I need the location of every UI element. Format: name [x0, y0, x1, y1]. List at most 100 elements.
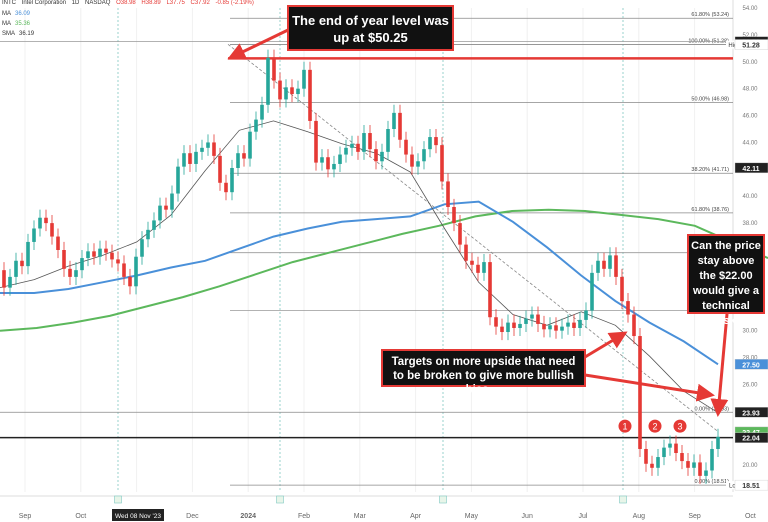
- candle-body: [440, 145, 444, 182]
- candle-body: [680, 453, 684, 462]
- candle-body: [170, 193, 174, 210]
- candle-body: [218, 155, 222, 183]
- candle-body: [26, 241, 30, 267]
- change-value: -0.85 (-2.19%): [215, 0, 254, 6]
- candle-body: [326, 157, 330, 170]
- candle-body: [500, 326, 504, 333]
- event-badge: [619, 495, 627, 504]
- y-tick-label: 44.00: [742, 140, 758, 146]
- trend-line: [227, 43, 719, 432]
- event-badge: [439, 495, 447, 504]
- candle-body: [644, 448, 648, 464]
- candle-body: [290, 87, 294, 95]
- candle-body: [128, 276, 132, 287]
- x-tick-label: May: [465, 513, 479, 520]
- candle-body: [458, 223, 462, 245]
- y-tick-label: 46.00: [742, 114, 758, 120]
- candle-body: [488, 262, 492, 318]
- annotation-arrow: [584, 331, 628, 359]
- annotation-arrow: [710, 313, 729, 417]
- candle-body: [134, 256, 138, 287]
- candle-body: [14, 260, 18, 277]
- y-tick-label: 30.00: [742, 329, 758, 335]
- symbol-label: INTC: [2, 0, 16, 6]
- candle-body: [164, 205, 168, 210]
- candle-body: [200, 147, 204, 152]
- candle-body: [380, 151, 384, 162]
- candle-body: [104, 248, 108, 253]
- y-tick-label: 54.00: [742, 6, 758, 12]
- x-tick-label: Sep: [688, 513, 701, 520]
- candle-body: [338, 154, 342, 164]
- company-name: Intel Corporation: [21, 0, 67, 6]
- candle-body: [512, 322, 516, 328]
- indicator-legend-1[interactable]: MA 36.09: [2, 11, 34, 17]
- candle-body: [260, 104, 264, 120]
- candle-body: [146, 229, 150, 240]
- annotation-targets: Targets on more upside that need to be b…: [381, 349, 586, 396]
- candle-body: [20, 260, 24, 267]
- candle-body: [8, 276, 12, 288]
- x-tick-label: Aug: [633, 513, 646, 520]
- price-tag-bg: [734, 432, 768, 443]
- candle-body: [566, 322, 570, 327]
- indicator-legend-2[interactable]: MA 35.36: [2, 21, 34, 27]
- numbered-marker-label: 2: [652, 422, 657, 432]
- candle-body: [584, 310, 588, 320]
- chart-header: INTC Intel Corporation 1D NASDAQ O38.98 …: [2, 0, 258, 6]
- candle-body: [284, 87, 288, 100]
- numbered-marker-label: 3: [677, 422, 682, 432]
- candle-body: [482, 262, 486, 273]
- indicator-value: 35.36: [15, 21, 31, 27]
- candle-body: [494, 317, 498, 327]
- fib-level-label: 50.00% (46.98): [691, 96, 729, 102]
- numbered-marker: [618, 419, 632, 433]
- candle-body: [278, 80, 282, 100]
- candle-body: [62, 250, 66, 269]
- y-tick-label: 38.00: [742, 221, 758, 227]
- candle-body: [344, 147, 348, 155]
- candle-body: [92, 251, 96, 257]
- candle-body: [632, 314, 636, 337]
- fib-level-label: 61.80% (38.76): [691, 207, 729, 213]
- numbered-marker-label: 1: [622, 422, 627, 432]
- candle-body: [320, 157, 324, 163]
- x-tick-label: Oct: [745, 513, 756, 520]
- candle-body: [188, 153, 192, 164]
- candle-body: [296, 88, 300, 95]
- candle-body: [560, 326, 564, 331]
- candle-body: [422, 149, 426, 162]
- y-tick-label: 50.00: [742, 60, 758, 66]
- open-value: O38.98: [116, 0, 136, 6]
- price-tag-label: 51.28: [742, 43, 760, 50]
- candle-body: [464, 244, 468, 261]
- x-tick-label: Feb: [298, 513, 310, 520]
- candle-body: [32, 228, 36, 242]
- candle-body: [434, 137, 438, 146]
- fib-level-label: 0.00% (18.51): [694, 479, 729, 485]
- candle-body: [374, 149, 378, 162]
- candle-body: [152, 220, 156, 230]
- candle-body: [194, 151, 198, 164]
- annotation-year-end: The end of year level was up at $50.25: [287, 5, 454, 51]
- price-tag-label: 22.04: [742, 436, 760, 443]
- candle-body: [668, 443, 672, 448]
- price-tag-label: 42.11: [742, 166, 759, 173]
- candle-body: [74, 270, 78, 277]
- candle-body: [242, 153, 246, 159]
- price-tag-bg: [726, 40, 743, 49]
- candle-body: [236, 153, 240, 168]
- indicator-label: MA: [2, 11, 11, 17]
- numbered-marker: [648, 419, 662, 433]
- event-badge: [114, 495, 122, 504]
- candle-body: [398, 112, 402, 140]
- low-value: L37.75: [166, 0, 185, 6]
- candle-body: [710, 448, 714, 471]
- indicator-legend-3[interactable]: SMA 36.19: [2, 31, 38, 37]
- candle-body: [608, 255, 612, 269]
- candle-body: [266, 57, 270, 105]
- fib-level-label: 38.20% (41.71): [691, 167, 729, 173]
- candle-body: [368, 133, 372, 150]
- candle-body: [614, 255, 618, 277]
